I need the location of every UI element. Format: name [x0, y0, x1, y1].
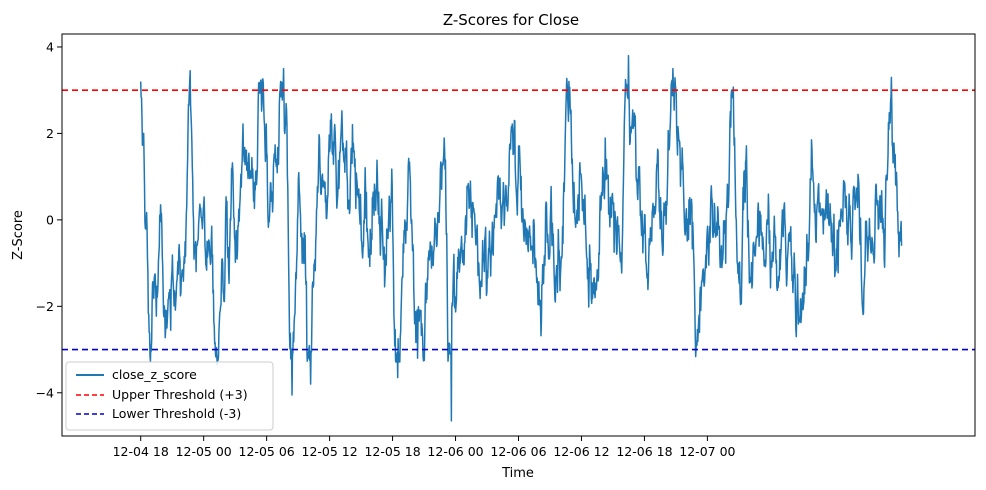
y-tick-label: 4 [46, 39, 54, 54]
legend: close_z_score Upper Threshold (+3) Lower… [65, 361, 274, 431]
x-tick-label: 12-06 18 [616, 444, 672, 459]
y-tick-label: −4 [36, 385, 54, 400]
x-tick-label: 12-04 18 [113, 444, 169, 459]
x-axis-label: Time [501, 466, 534, 481]
x-tick-label: 12-05 12 [302, 444, 358, 459]
y-axis: 4 2 0 −2 −4 [36, 39, 62, 400]
y-tick-label: 2 [46, 126, 54, 141]
series-layer [139, 54, 903, 422]
chart-title: Z-Scores for Close [443, 11, 579, 29]
legend-box [65, 361, 274, 431]
y-tick-label: 0 [46, 212, 54, 227]
legend-label-lower-threshold: Lower Threshold (-3) [112, 406, 241, 421]
x-tick-label: 12-05 18 [364, 444, 420, 459]
y-axis-label: Z-Score [11, 210, 26, 260]
series-line-close-z-score [139, 54, 903, 422]
x-tick-label: 12-07 00 [679, 444, 735, 459]
x-tick-label: 12-06 12 [553, 444, 609, 459]
threshold-layer [62, 89, 975, 351]
x-tick-label: 12-05 00 [176, 444, 232, 459]
legend-label-upper-threshold: Upper Threshold (+3) [112, 387, 248, 402]
y-tick-label: −2 [36, 299, 54, 314]
legend-label-close-z-score: close_z_score [112, 367, 197, 382]
x-axis: 12-04 18 12-05 00 12-05 06 12-05 12 12-05 18… [113, 436, 736, 459]
x-tick-label: 12-05 06 [239, 444, 295, 459]
x-tick-label: 12-06 00 [427, 444, 483, 459]
x-tick-label: 12-06 06 [490, 444, 546, 459]
